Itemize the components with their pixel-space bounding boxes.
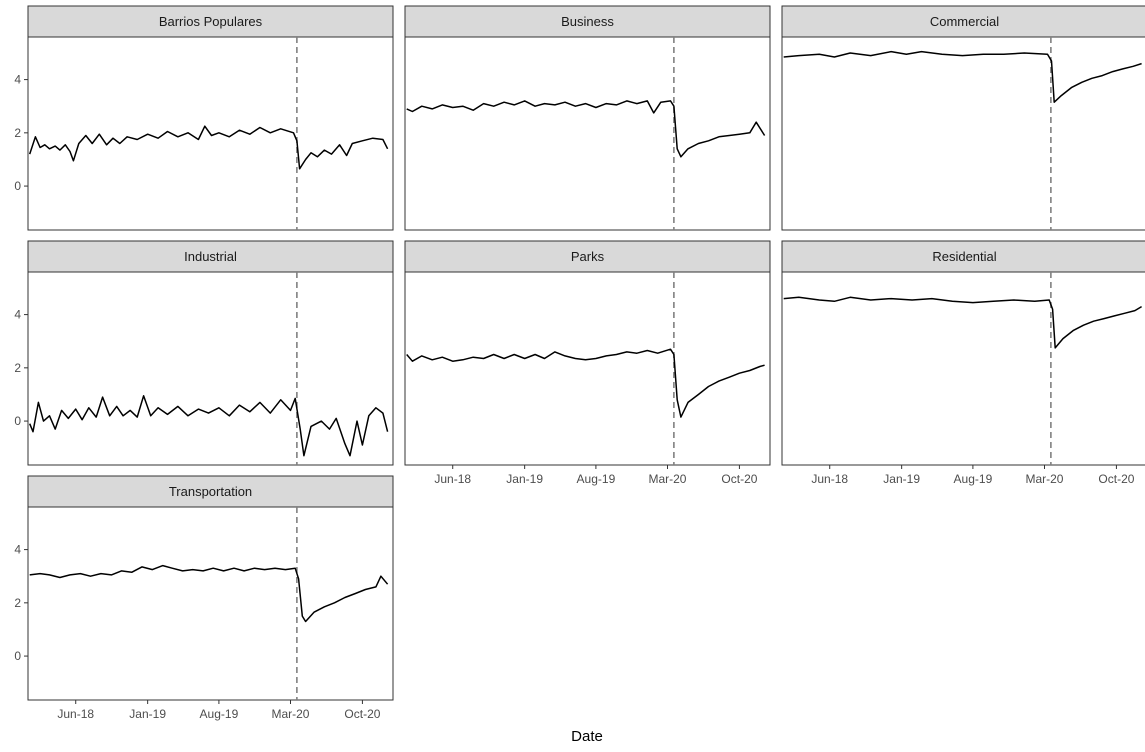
facet-title-business: Business bbox=[561, 14, 614, 29]
panel-border-business bbox=[404, 36, 771, 231]
panel-border-transportation bbox=[27, 506, 394, 701]
facet-title-transportation: Transportation bbox=[169, 484, 252, 499]
x-tick-label-transportation-jun-18: Jun-18 bbox=[57, 707, 94, 721]
y-tick-label-industrial-0: 0 bbox=[14, 414, 21, 428]
y-tick-label-barrios-populares-4: 4 bbox=[14, 73, 21, 87]
x-tick-label-transportation-mar-20: Mar-20 bbox=[271, 707, 309, 721]
facet-title-barrios-populares: Barrios Populares bbox=[159, 14, 263, 29]
x-axis-title: Date bbox=[571, 728, 603, 745]
x-tick-label-parks-jun-18: Jun-18 bbox=[434, 472, 471, 486]
y-tick-label-industrial-2: 2 bbox=[14, 361, 21, 375]
y-tick-label-barrios-populares-2: 2 bbox=[14, 126, 21, 140]
y-tick-label-barrios-populares-0: 0 bbox=[14, 179, 21, 193]
facet-strip-industrial bbox=[27, 240, 394, 273]
facet-title-industrial: Industrial bbox=[184, 249, 237, 264]
facet-strip-residential bbox=[781, 240, 1145, 273]
x-tick-label-transportation-aug-19: Aug-19 bbox=[200, 707, 239, 721]
series-line-commercial bbox=[783, 50, 1142, 103]
x-tick-label-parks-jan-19: Jan-19 bbox=[506, 472, 543, 486]
series-line-parks bbox=[406, 348, 765, 418]
y-tick-label-transportation-2: 2 bbox=[14, 596, 21, 610]
series-line-barrios-populares bbox=[28, 125, 389, 170]
panel-border-commercial bbox=[781, 36, 1145, 231]
facet-title-commercial: Commercial bbox=[930, 14, 999, 29]
x-tick-label-residential-aug-19: Aug-19 bbox=[954, 472, 993, 486]
facet-strip-commercial bbox=[781, 5, 1145, 38]
facet-title-parks: Parks bbox=[571, 249, 605, 264]
x-tick-label-parks-mar-20: Mar-20 bbox=[648, 472, 686, 486]
x-tick-label-parks-aug-19: Aug-19 bbox=[577, 472, 616, 486]
facet-strip-parks bbox=[404, 240, 771, 273]
facet-title-residential: Residential bbox=[932, 249, 996, 264]
y-tick-label-transportation-0: 0 bbox=[14, 649, 21, 663]
x-tick-label-transportation-oct-20: Oct-20 bbox=[344, 707, 380, 721]
facet-strip-barrios-populares bbox=[27, 5, 394, 38]
series-line-residential bbox=[783, 296, 1142, 349]
x-tick-label-residential-jan-19: Jan-19 bbox=[883, 472, 920, 486]
facet-strip-transportation bbox=[27, 475, 394, 508]
series-line-business bbox=[406, 100, 766, 158]
x-tick-label-transportation-jan-19: Jan-19 bbox=[129, 707, 166, 721]
panel-border-residential bbox=[781, 271, 1145, 466]
panel-border-parks bbox=[404, 271, 771, 466]
y-tick-label-industrial-4: 4 bbox=[14, 308, 21, 322]
panel-border-industrial bbox=[27, 271, 394, 466]
x-tick-label-residential-jun-18: Jun-18 bbox=[811, 472, 848, 486]
x-tick-label-residential-mar-20: Mar-20 bbox=[1025, 472, 1063, 486]
series-line-industrial bbox=[29, 395, 389, 457]
x-tick-label-parks-oct-20: Oct-20 bbox=[721, 472, 757, 486]
y-tick-label-transportation-4: 4 bbox=[14, 543, 21, 557]
series-line-transportation bbox=[29, 564, 389, 623]
x-tick-label-residential-oct-20: Oct-20 bbox=[1098, 472, 1134, 486]
